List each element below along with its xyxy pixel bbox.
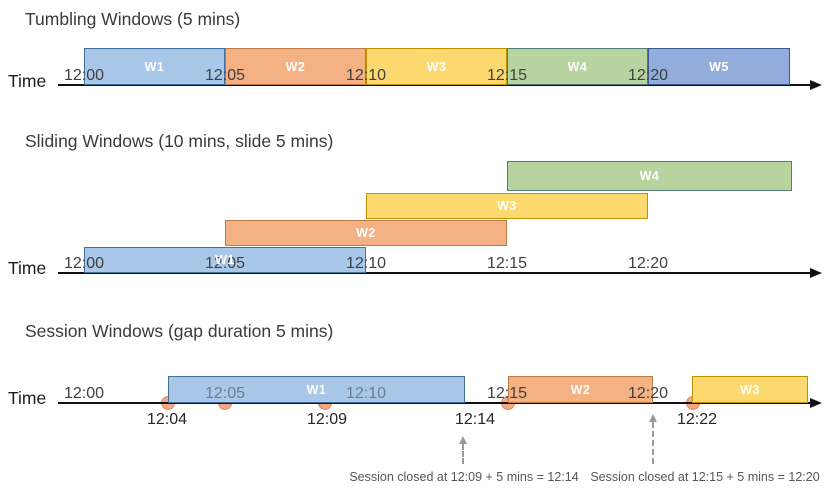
axis-tick: 12:05 <box>204 67 246 84</box>
window-label: W2 <box>356 226 376 240</box>
window-label: W3 <box>426 59 447 74</box>
session-window-w2: W2 <box>508 376 653 403</box>
axis-tick: 12:00 <box>63 67 105 84</box>
window-label: W4 <box>567 59 588 74</box>
axis-tick: 12:10 <box>345 385 387 402</box>
tumbling-window-w2: W2 <box>225 48 366 85</box>
dashed-stem <box>652 422 654 464</box>
session-closed-note-1: Session closed at 12:09 + 5 mins = 12:14 <box>349 470 579 484</box>
window-label: W3 <box>497 199 517 213</box>
tumbling-window-w4: W4 <box>507 48 648 85</box>
axis-tick: 12:00 <box>63 385 105 402</box>
window-label: W2 <box>570 382 591 397</box>
tumbling-window-w5: W5 <box>648 48 790 85</box>
event-time-label: 12:22 <box>676 411 718 428</box>
time-axis <box>58 272 810 274</box>
tumbling-window-w1: W1 <box>84 48 225 85</box>
axis-tick: 12:20 <box>627 255 669 272</box>
sliding-window-w2: W2 <box>225 220 507 246</box>
arrowhead-icon <box>459 436 467 444</box>
time-axis-label: Time <box>8 388 47 408</box>
window-label: W2 <box>285 59 306 74</box>
axis-tick: 12:10 <box>345 255 387 272</box>
annotation-arrow-up-icon <box>459 436 467 464</box>
event-time-label: 12:14 <box>454 411 496 428</box>
window-label: W1 <box>306 382 327 397</box>
arrowhead-icon <box>649 414 657 422</box>
sliding-window-w4: W4 <box>507 161 792 191</box>
window-label: W3 <box>740 382 760 397</box>
section-title-tumbling: Tumbling Windows (5 mins) <box>25 9 241 29</box>
time-axis-label: Time <box>8 71 47 91</box>
axis-tick: 12:05 <box>204 385 246 402</box>
axis-tick: 12:20 <box>627 67 669 84</box>
axis-tick: 12:10 <box>345 67 387 84</box>
axis-tick: 12:15 <box>486 385 528 402</box>
axis-arrowhead-icon <box>810 398 822 408</box>
axis-tick: 12:20 <box>627 385 669 402</box>
session-window-w1: W1 <box>168 376 465 403</box>
axis-tick: 12:00 <box>63 255 105 272</box>
sliding-window-w1: W1 <box>84 247 366 273</box>
window-label: W5 <box>709 59 729 74</box>
axis-tick: 12:15 <box>486 67 528 84</box>
window-label: W4 <box>639 169 660 183</box>
time-axis <box>58 402 810 404</box>
time-axis-label: Time <box>8 258 47 278</box>
dashed-stem <box>462 444 464 464</box>
section-title-sliding: Sliding Windows (10 mins, slide 5 mins) <box>25 131 334 151</box>
window-label: W1 <box>215 253 235 267</box>
event-time-label: 12:04 <box>146 411 188 428</box>
event-time-label: 12:09 <box>306 411 348 428</box>
session-window-w3: W3 <box>692 376 808 403</box>
axis-tick: 12:05 <box>204 255 246 272</box>
tumbling-window-w3: W3 <box>366 48 507 85</box>
section-title-session: Session Windows (gap duration 5 mins) <box>25 321 334 341</box>
annotation-arrow-up-icon <box>649 414 657 464</box>
axis-tick: 12:15 <box>486 255 528 272</box>
window-label: W1 <box>144 59 165 74</box>
axis-arrowhead-icon <box>810 268 822 278</box>
sliding-window-w3: W3 <box>366 193 648 219</box>
time-axis <box>58 84 810 86</box>
axis-arrowhead-icon <box>810 80 822 90</box>
session-closed-note-2: Session closed at 12:15 + 5 mins = 12:20 <box>590 470 820 484</box>
